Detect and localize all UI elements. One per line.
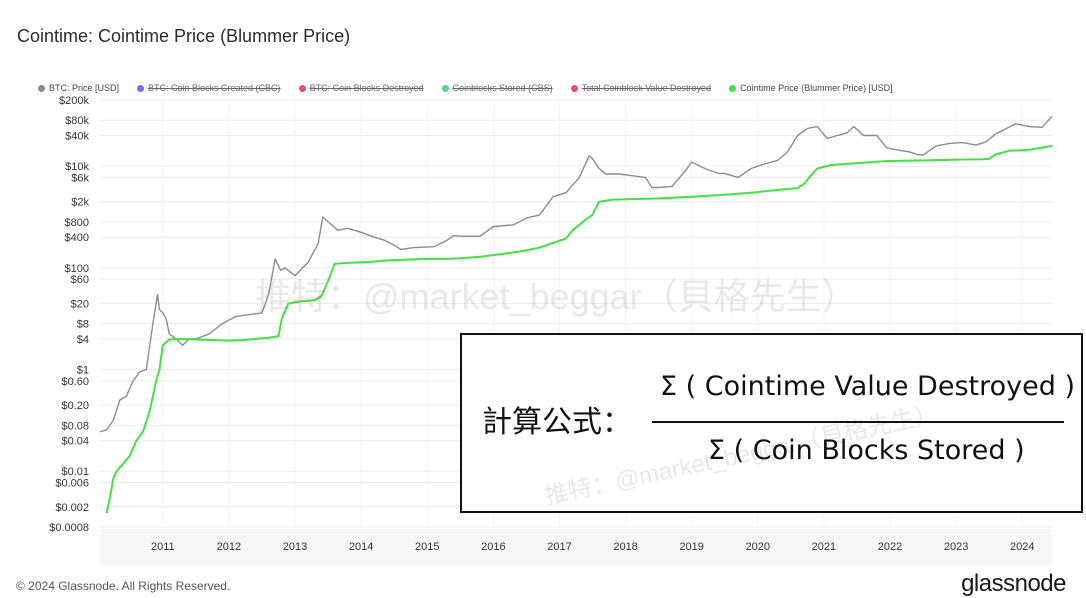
glassnode-logo: glassnode (961, 570, 1066, 597)
copyright-text: © 2024 Glassnode. All Rights Reserved. (16, 579, 231, 593)
y-tick-label: $100 (65, 263, 89, 275)
fraction-bar (652, 421, 1064, 423)
x-tick-label: 2014 (349, 541, 373, 553)
legend-dot-icon (298, 84, 306, 92)
y-tick-label: $0.08 (61, 420, 89, 432)
y-tick-label: $10k (65, 161, 89, 173)
x-tick-label: 2020 (746, 541, 770, 553)
y-tick-label: $6k (71, 172, 89, 184)
y-tick-label: $400 (65, 232, 89, 244)
y-tick-label: $0.60 (61, 376, 89, 388)
x-axis-band (100, 529, 1052, 565)
y-tick-label: $0.002 (55, 502, 89, 514)
x-tick-label: 2016 (481, 541, 505, 553)
legend-dot-icon (729, 84, 737, 92)
chart-legend: BTC: Price [USD] BTC: Coin Blocks Create… (38, 83, 893, 93)
x-tick-label: 2019 (679, 541, 703, 553)
y-tick-label: $4 (77, 334, 89, 346)
legend-label: BTC: Price [USD] (49, 83, 120, 93)
legend-label: Coinblocks Stored (CBS) (452, 83, 553, 93)
y-tick-label: $0.20 (61, 400, 89, 412)
formula-numerator: Σ ( Cointime Value Destroyed ) (660, 371, 1075, 402)
legend-label: BTC: Coin Blocks Destroyed (309, 83, 424, 93)
y-tick-label: $0.01 (61, 466, 89, 478)
legend-dot-icon (38, 84, 45, 92)
y-tick-label: $20 (71, 298, 89, 310)
legend-item-cointime-price[interactable]: Cointime Price (Blummer Price) [USD] (729, 83, 893, 93)
legend-item-coinblocks-stored[interactable]: Coinblocks Stored (CBS) (441, 83, 553, 93)
y-tick-label: $80k (65, 115, 89, 127)
x-tick-label: 2021 (812, 541, 836, 553)
legend-item-total-coinblock-value-destroyed[interactable]: Total Coinblock Value Destroyed (570, 83, 712, 93)
legend-label: Total Coinblock Value Destroyed (581, 83, 712, 93)
x-tick-label: 2011 (151, 541, 175, 553)
y-tick-label: $60 (71, 274, 89, 286)
legend-dot-icon (137, 84, 145, 92)
y-tick-label: $0.006 (55, 478, 89, 490)
legend-dot-icon (441, 84, 449, 92)
x-tick-label: 2017 (547, 541, 571, 553)
legend-dot-icon (570, 84, 578, 92)
x-tick-label: 2018 (613, 541, 637, 553)
y-tick-label: $0.0008 (49, 522, 89, 534)
legend-label: BTC: Coin Blocks Created (CBC) (148, 83, 281, 93)
watermark-text: 推特：@market_beggar（貝格先生） (255, 276, 858, 317)
y-tick-label: $800 (65, 217, 89, 229)
formula-box: 推特：@market_beggar（貝格先生） 計算公式： Σ ( Cointi… (460, 333, 1083, 513)
y-tick-label: $40k (65, 131, 89, 143)
legend-item-coin-blocks-destroyed[interactable]: BTC: Coin Blocks Destroyed (298, 83, 424, 93)
x-tick-label: 2024 (1010, 541, 1034, 553)
y-tick-label: $200k (59, 95, 89, 107)
chart-title: Cointime: Cointime Price (Blummer Price) (17, 26, 351, 46)
formula-denominator: Σ ( Coin Blocks Stored ) (708, 435, 1025, 466)
x-tick-label: 2012 (217, 541, 241, 553)
cointime-price-line (105, 144, 1053, 514)
y-tick-label: $1 (77, 365, 89, 377)
legend-item-coin-blocks-created[interactable]: BTC: Coin Blocks Created (CBC) (137, 83, 281, 93)
y-tick-label: $2k (71, 197, 89, 209)
y-tick-label: $8 (77, 319, 89, 331)
x-tick-label: 2015 (415, 541, 439, 553)
y-tick-label: $0.04 (61, 436, 89, 448)
legend-label: Cointime Price (Blummer Price) [USD] (740, 83, 893, 93)
x-tick-label: 2023 (944, 541, 968, 553)
x-tick-label: 2022 (878, 541, 902, 553)
formula-label: 計算公式： (482, 405, 632, 440)
x-tick-label: 2013 (283, 541, 307, 553)
legend-item-btc-price[interactable]: BTC: Price [USD] (38, 83, 119, 93)
